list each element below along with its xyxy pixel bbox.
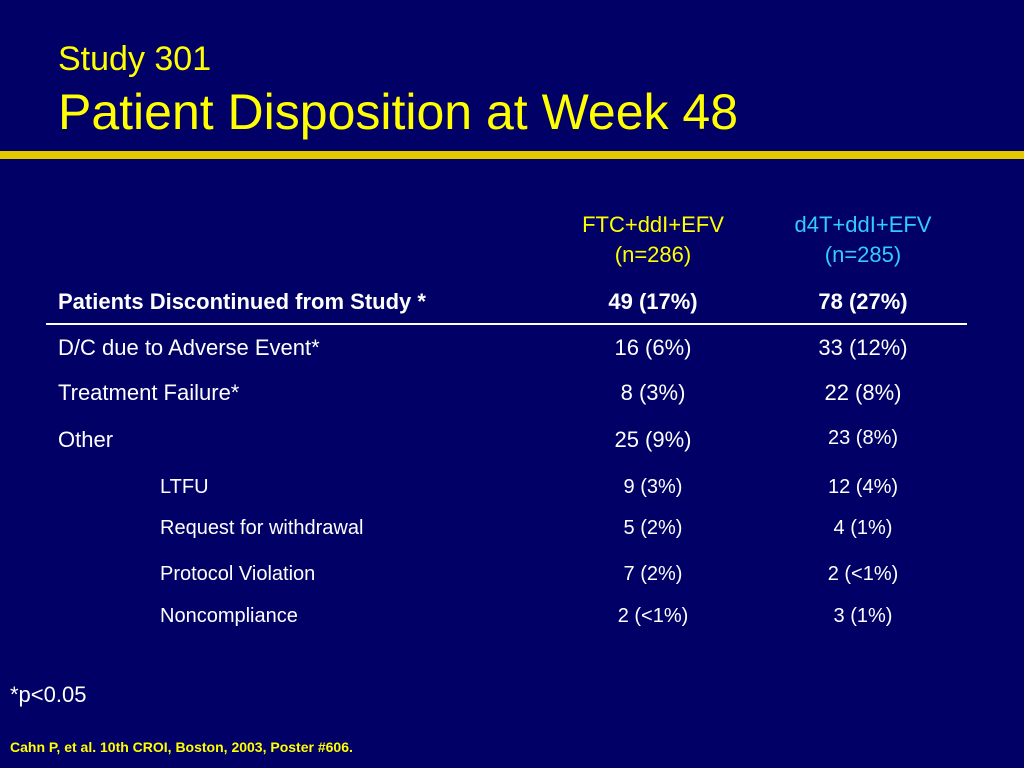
title-divider [0, 151, 1024, 159]
row-label-request-withdrawal: Request for withdrawal [160, 517, 364, 539]
row-label-noncompliance: Noncompliance [160, 605, 298, 627]
cell-ltfu-d4t: 12 (4%) [827, 476, 899, 498]
column-header-d4t: d4T+ddI+EFV (n=285) [758, 210, 968, 270]
row-label-other: Other [58, 427, 114, 452]
cell-request-withdrawal-ftc: 5 (2%) [623, 517, 683, 539]
cell-ltfu-ftc: 9 (3%) [623, 476, 683, 498]
cell-request-withdrawal-d4t: 4 (1%) [833, 517, 893, 539]
cell-protocol-violation-d4t: 2 (<1%) [827, 563, 899, 585]
slide-title: Patient Disposition at Week 48 [58, 84, 739, 140]
cell-other-d4t: 23 (8%) [827, 427, 899, 449]
cell-discontinued-d4t: 78 (27%) [818, 289, 908, 314]
column-header-ftc: FTC+ddI+EFV (n=286) [548, 210, 758, 270]
column-header-d4t-name: d4T+ddI+EFV [794, 212, 932, 237]
row-label-discontinued: Patients Discontinued from Study * [58, 289, 426, 314]
row-label-treatment-failure: Treatment Failure* [58, 380, 240, 405]
cell-other-ftc: 25 (9%) [614, 427, 692, 452]
cell-adverse-event-d4t: 33 (12%) [818, 335, 908, 360]
citation: Cahn P, et al. 10th CROI, Boston, 2003, … [10, 739, 353, 755]
row-label-adverse-event: D/C due to Adverse Event* [58, 335, 320, 360]
column-header-ftc-name: FTC+ddI+EFV [582, 212, 724, 237]
column-header-d4t-n: (n=285) [824, 242, 902, 267]
footnote: *p<0.05 [10, 682, 87, 707]
table-header-rule [46, 323, 967, 325]
cell-noncompliance-ftc: 2 (<1%) [617, 605, 689, 627]
cell-protocol-violation-ftc: 7 (2%) [623, 563, 683, 585]
column-header-ftc-n: (n=286) [614, 242, 692, 267]
slide-subtitle: Study 301 [58, 40, 212, 78]
row-label-ltfu: LTFU [160, 476, 209, 498]
cell-treatment-failure-d4t: 22 (8%) [824, 380, 902, 405]
cell-noncompliance-d4t: 3 (1%) [833, 605, 893, 627]
cell-discontinued-ftc: 49 (17%) [608, 289, 698, 314]
row-label-protocol-violation: Protocol Violation [160, 563, 316, 585]
cell-treatment-failure-ftc: 8 (3%) [620, 380, 686, 405]
cell-adverse-event-ftc: 16 (6%) [614, 335, 692, 360]
